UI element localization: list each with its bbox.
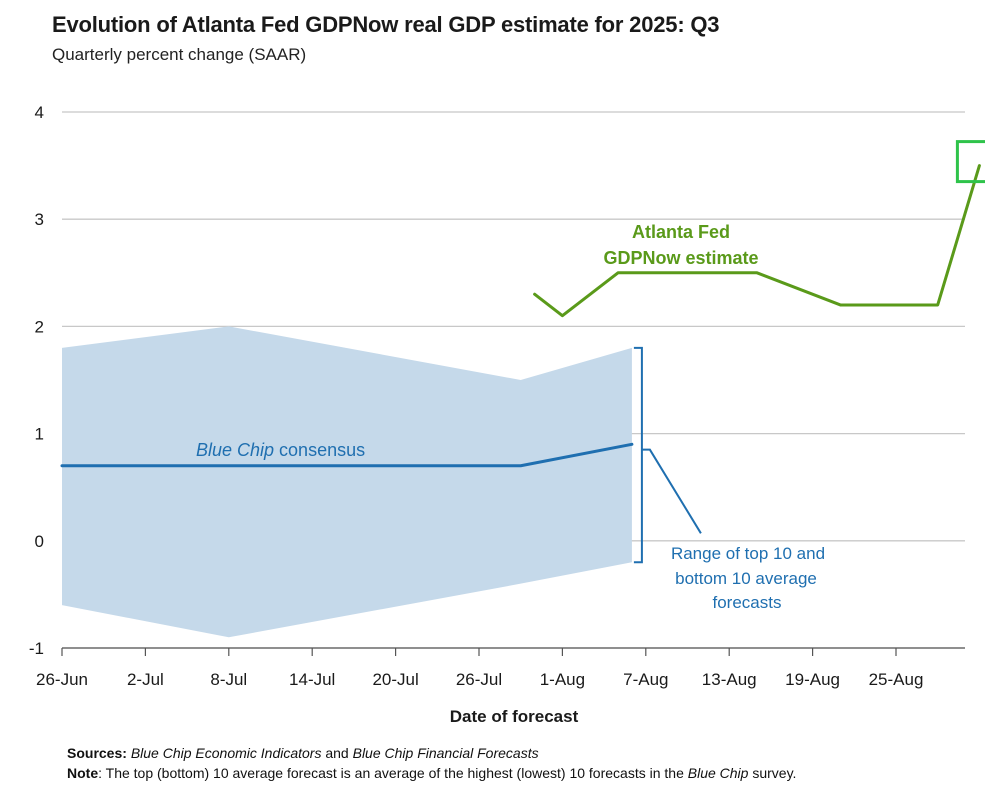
gdpnow-line [533,164,981,318]
bluechip-consensus-line [60,442,634,468]
x-axis-ticks: 26-Jun 2-Jul 8-Jul 14-Jul 20-Jul 26-Jul 1-Aug 7… [36,648,923,689]
note-end: survey. [748,765,797,781]
chart-subtitle: Quarterly percent change (SAAR) [52,45,307,64]
range-label-line2: bottom 10 average [675,569,817,588]
sources-line: Sources: Blue Chip Economic Indicators a… [67,743,796,763]
latest-estimate-highlight-box [955,140,985,184]
annotation-marks [633,140,985,564]
bluechip-label: Blue Chip consensus [196,440,365,460]
gdpnow-label-line1: Atlanta Fed [632,222,730,242]
note-line: Note: The top (bottom) 10 average foreca… [67,763,796,783]
y-tick-label: -1 [29,639,44,658]
sources-publication-1: Blue Chip Economic Indicators [130,745,322,761]
range-bracket [633,346,643,564]
bluechip-label-italic: Blue Chip [196,440,274,460]
y-tick-label: 1 [35,425,44,444]
footer-notes: Sources: Blue Chip Economic Indicators a… [67,743,796,783]
y-tick-label: 3 [35,210,44,229]
x-axis-label: Date of forecast [450,707,579,726]
note-label: Note [67,765,99,781]
range-leader-line [641,448,702,534]
x-tick-label: 14-Jul [289,670,335,689]
gdpnow-label-line2: GDPNow estimate [603,248,758,268]
y-axis-ticks: 4 3 2 1 0 -1 [29,103,44,658]
chart-title: Evolution of Atlanta Fed GDPNow real GDP… [52,12,720,37]
sources-and: and [321,745,353,761]
sources-label: Sources: [67,745,127,761]
x-tick-label: 26-Jul [456,670,502,689]
x-tick-label: 2-Jul [127,670,164,689]
x-tick-label: 26-Jun [36,670,88,689]
x-tick-label: 8-Jul [210,670,247,689]
range-label-line1: Range of top 10 and [671,544,825,563]
bluechip-label-rest: consensus [274,440,365,460]
note-text: : The top (bottom) 10 average forecast i… [98,765,688,781]
forecast-range-band [62,326,632,638]
x-tick-label: 7-Aug [623,670,668,689]
y-tick-label: 0 [35,532,44,551]
note-italic: Blue Chip [687,765,749,781]
range-label-line3: forecasts [713,593,782,612]
y-tick-label: 2 [35,317,44,336]
x-tick-label: 1-Aug [540,670,585,689]
y-tick-label: 4 [35,103,44,122]
sources-publication-2: Blue Chip Financial Forecasts [352,745,539,761]
x-tick-label: 13-Aug [702,670,757,689]
x-tick-label: 19-Aug [785,670,840,689]
series-lines [60,164,981,468]
range-band-area [62,326,632,638]
x-tick-label: 20-Jul [372,670,418,689]
x-tick-label: 25-Aug [869,670,924,689]
